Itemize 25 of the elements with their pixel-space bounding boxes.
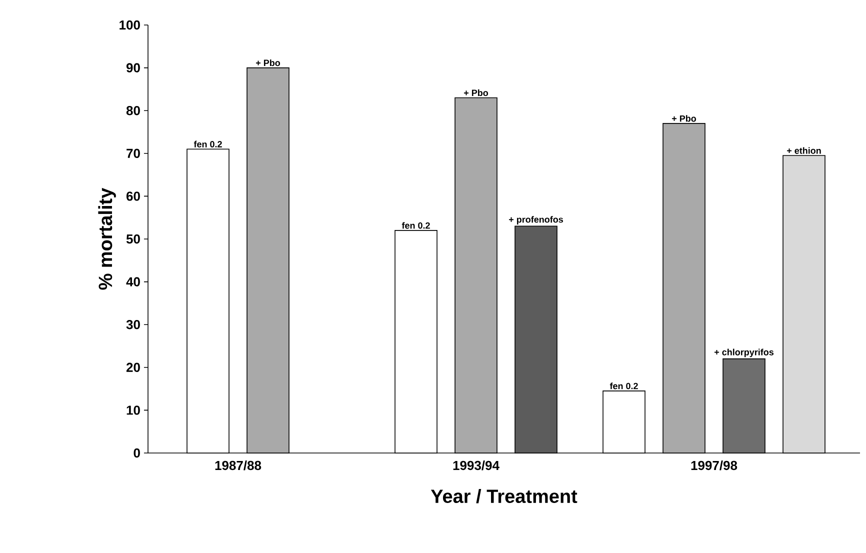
y-tick-label: 40 [126, 277, 140, 286]
y-tick-label: 60 [126, 192, 140, 201]
text: + Pbo [256, 59, 280, 66]
text: fen 0.2 [194, 140, 222, 148]
y-tick-label: 30 [126, 320, 140, 330]
y-tick-label: 10 [126, 406, 140, 415]
y-axis-title: % mortality [98, 188, 116, 290]
y-tick-label: 100 [120, 20, 140, 30]
y-tick-label: 70 [126, 148, 140, 158]
y-tick-label: 90 [126, 63, 140, 72]
x-tick-label: 1997/98 [691, 460, 738, 470]
y-tick-label: 50 [126, 234, 140, 244]
series-label: fen 0.2 [402, 222, 430, 229]
series-label: + chlorpyrifos [714, 348, 774, 358]
x-axis-title: Year / Treatment [430, 489, 578, 504]
y-tick-label: 80 [126, 106, 140, 116]
y-tick-label: 0 [134, 448, 140, 458]
y-tick-label: 20 [126, 362, 140, 372]
x-tick-label: 1993/94 [453, 460, 500, 470]
x-tick-label: 1987/88 [215, 460, 262, 470]
series-label: + Pbo [672, 115, 696, 122]
series-label: + profenofos [509, 216, 564, 224]
text: fen 0.2 [610, 382, 638, 390]
text: + Pbo [464, 89, 488, 96]
series-label: + ethion [787, 147, 821, 154]
